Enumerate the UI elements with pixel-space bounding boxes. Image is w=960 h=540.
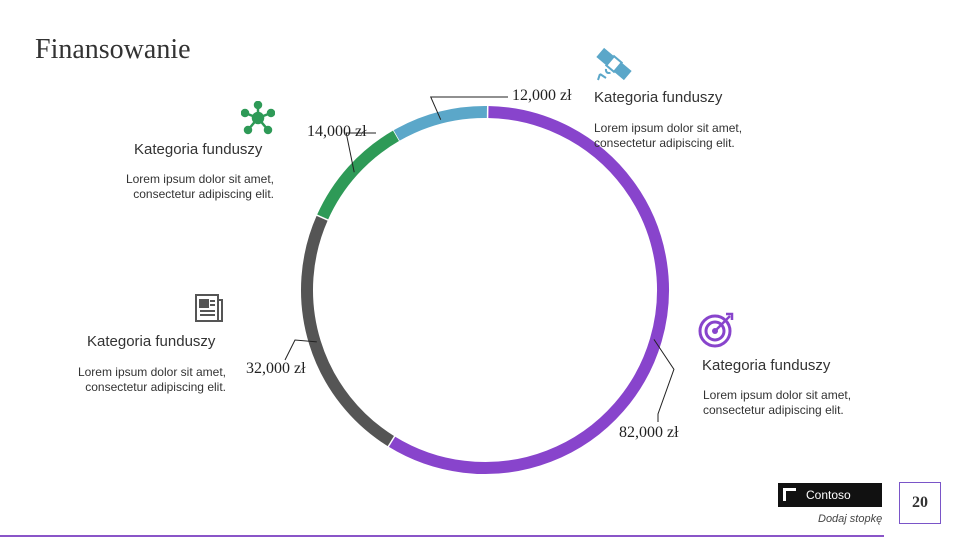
brand-corner-mark bbox=[783, 488, 796, 501]
value-label-network: 14,000 zł bbox=[307, 123, 367, 140]
target-icon bbox=[698, 312, 734, 348]
value-label-satellite: 12,000 zł bbox=[512, 87, 572, 104]
description-top-left: Lorem ipsum dolor sit amet, consectetur … bbox=[125, 172, 274, 201]
description-top-right: Lorem ipsum dolor sit amet, consectetur … bbox=[594, 121, 743, 150]
footer-text: Dodaj stopkę bbox=[818, 513, 883, 525]
value-label-document: 32,000 zł bbox=[246, 360, 306, 377]
donut-segment-satellite bbox=[393, 106, 488, 142]
description-bottom-left: Lorem ipsum dolor sit amet, consectetur … bbox=[77, 365, 226, 394]
leader-line-target bbox=[653, 339, 675, 422]
value-label-target: 82,000 zł bbox=[619, 424, 679, 441]
donut-separator bbox=[315, 214, 330, 222]
brand-name: Contoso bbox=[806, 488, 851, 502]
category-label-top-right: Kategoria funduszy bbox=[594, 89, 723, 106]
leader-line-network bbox=[345, 132, 376, 173]
page-number: 20 bbox=[899, 482, 941, 524]
donut-segment-target bbox=[388, 106, 669, 474]
donut-separator bbox=[387, 435, 396, 448]
category-label-bottom-left: Kategoria funduszy bbox=[87, 333, 216, 350]
category-label-top-left: Kategoria funduszy bbox=[134, 141, 263, 158]
network-icon bbox=[241, 101, 275, 135]
donut-segment-document bbox=[301, 215, 395, 447]
category-label-bottom-right: Kategoria funduszy bbox=[702, 357, 831, 374]
satellite-icon bbox=[596, 47, 632, 81]
brand-logo: Contoso bbox=[778, 483, 882, 507]
bottom-rule bbox=[0, 535, 884, 537]
leader-line-satellite bbox=[429, 96, 508, 120]
leader-line-document bbox=[284, 339, 317, 361]
slide-title: Finansowanie bbox=[35, 34, 191, 65]
description-bottom-right: Lorem ipsum dolor sit amet, consectetur … bbox=[703, 388, 852, 417]
newspaper-icon bbox=[195, 294, 223, 322]
donut-segment-network bbox=[316, 130, 400, 221]
